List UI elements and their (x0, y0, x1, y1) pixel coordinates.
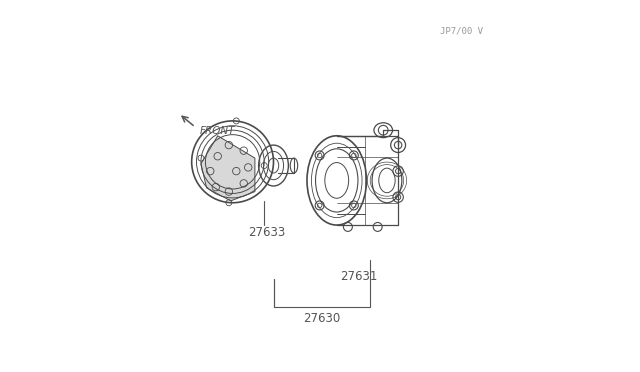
Text: 27633: 27633 (248, 226, 286, 239)
Text: 27631: 27631 (340, 270, 378, 282)
Text: JP7/00 V: JP7/00 V (440, 26, 483, 35)
Text: 27630: 27630 (303, 312, 340, 324)
Text: FRONT: FRONT (200, 126, 236, 136)
Polygon shape (201, 136, 255, 201)
